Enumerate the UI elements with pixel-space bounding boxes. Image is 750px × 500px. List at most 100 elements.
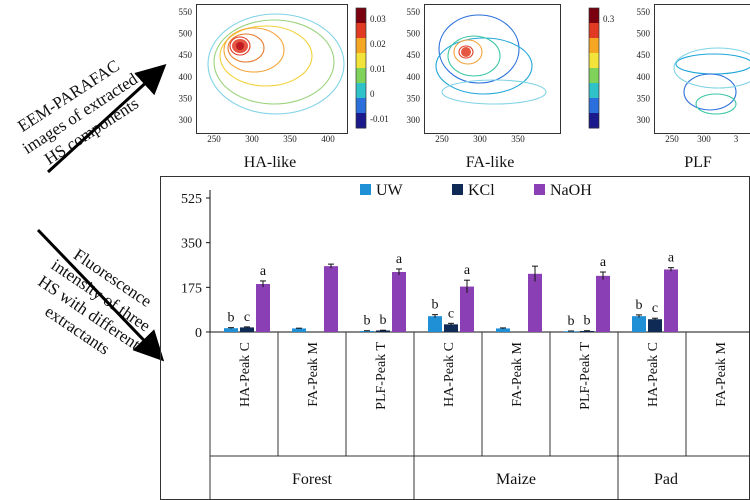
eem-colorbar-segment	[356, 113, 366, 129]
significance-letter: a	[396, 252, 403, 267]
eem-y-tick: 400	[637, 72, 651, 82]
eem-colorbar-tick: 0	[370, 89, 375, 99]
eem-peak-spot	[236, 42, 244, 50]
eem-contour-ring	[441, 79, 547, 105]
significance-letter: c	[244, 310, 250, 325]
y-tick-label: 0	[195, 326, 202, 341]
legend-swatch-uw	[360, 184, 371, 195]
bar-naoh	[460, 286, 474, 332]
eem-colorbar-tick: -0.01	[370, 114, 389, 124]
y-tick-label: 525	[181, 192, 202, 207]
eem-y-tick: 300	[407, 115, 421, 125]
eem-colorbar-segment	[356, 8, 366, 24]
eem-colorbar-segment	[589, 38, 599, 54]
eem-ha-svg: 550 500 450 400 350 300 250 300 350 400 0.03 0.02 0.…	[179, 7, 389, 144]
eem-contour-ring	[695, 93, 737, 115]
eem-y-tick: 450	[407, 50, 421, 60]
eem-contour-ring	[213, 19, 335, 105]
legend-swatch-kcl	[452, 184, 463, 195]
eem-caption-plf: PLF	[684, 154, 712, 171]
eem-x-tick: 250	[435, 134, 449, 144]
eem-y-tick: 500	[637, 29, 651, 39]
bar-kcl	[240, 327, 254, 332]
eem-contour-ring	[229, 36, 251, 56]
eem-x-tick: 350	[511, 134, 525, 144]
eem-colorbar-tick: 0.02	[370, 39, 386, 49]
eem-caption-ha: HA-like	[243, 154, 297, 171]
significance-letter: a	[668, 251, 675, 266]
significance-letter: c	[652, 301, 658, 316]
category-label: HA-Peak C	[442, 342, 457, 407]
bar-naoh	[528, 273, 542, 332]
eem-y-tick: 450	[179, 50, 193, 60]
flow-arrows	[36, 63, 167, 362]
category-label: HA-Peak C	[238, 342, 253, 407]
eem-y-tick: 450	[637, 50, 651, 60]
eem-colorbar-frame	[355, 7, 367, 129]
eem-contour-ring	[683, 73, 737, 111]
bar-uw	[360, 330, 374, 332]
eem-peak-spot	[461, 47, 471, 57]
category-label: PLF-Peak T	[578, 342, 593, 410]
bar-naoh	[392, 272, 406, 332]
eem-contour-ring	[673, 47, 750, 89]
significance-letter: b	[364, 314, 371, 329]
eem-contour-ring	[438, 14, 520, 84]
eem-caption-fa: FA-like	[465, 154, 515, 171]
eem-colorbar-segment	[589, 68, 599, 84]
bar-kcl	[580, 330, 594, 332]
eem-y-tick: 300	[637, 115, 651, 125]
eem-colorbar-frame	[588, 7, 600, 129]
significance-letter: a	[464, 263, 471, 278]
significance-letter: b	[568, 314, 575, 329]
eem-contour-ring	[223, 27, 285, 73]
eem-colorbar-segment	[589, 23, 599, 39]
eem-contour-ring	[227, 33, 265, 63]
bar-naoh	[324, 266, 338, 332]
legend-label-naoh: NaOH	[550, 182, 592, 199]
eem-colorbar-segment	[589, 98, 599, 114]
eem-contours	[673, 47, 750, 115]
bar-uw	[224, 328, 238, 332]
bar-uw	[496, 328, 510, 332]
significance-letter: b	[432, 298, 439, 313]
eem-panel-ha	[196, 4, 348, 134]
eem-x-tick: 400	[321, 134, 335, 144]
eem-panel-plf	[654, 4, 750, 134]
bar-kcl	[648, 319, 662, 332]
significance-letter: c	[448, 306, 454, 321]
eem-contour-ring	[458, 45, 474, 59]
y-tick-label: 350	[181, 237, 202, 252]
eem-colorbar-segment	[589, 53, 599, 69]
legend-label-uw: UW	[376, 182, 404, 199]
eem-colorbar-tick: 0.03	[370, 14, 386, 24]
eem-plf-svg: 550 500 450 400 350 300 250 300 3	[637, 7, 750, 144]
eem-colorbar-tick: 0.01	[370, 64, 386, 74]
significance-letter: a	[600, 255, 607, 270]
bar-naoh	[256, 284, 270, 332]
bar-naoh	[596, 275, 610, 332]
significance-letter: b	[380, 313, 387, 328]
eem-y-tick: 300	[179, 115, 193, 125]
eem-fa-svg: 550 500 450 400 350 300 250 300 350 0.3	[407, 7, 615, 144]
legend-label-kcl: KCl	[468, 182, 495, 199]
category-label: FA-Peak M	[306, 341, 321, 406]
eem-contour-ring	[675, 53, 750, 75]
eem-x-tick: 350	[283, 134, 297, 144]
eem-colorbar-tick: 0.3	[603, 14, 615, 24]
eem-y-tick: 500	[407, 29, 421, 39]
y-tick-label: 175	[181, 281, 202, 296]
eem-y-tick: 350	[637, 93, 651, 103]
significance-letter: b	[636, 298, 643, 313]
eem-y-tick: 400	[179, 72, 193, 82]
group-label-pad: Pad	[654, 471, 678, 488]
eem-y-tick: 500	[179, 29, 193, 39]
eem-colorbar-segment	[356, 68, 366, 84]
significance-letter: b	[584, 314, 591, 329]
eem-contour-ring	[219, 25, 313, 87]
eem-y-tick: 550	[179, 7, 193, 17]
category-label: PLF-Peak T	[374, 342, 389, 410]
eem-y-tick: 400	[407, 72, 421, 82]
eem-x-tick: 300	[473, 134, 487, 144]
